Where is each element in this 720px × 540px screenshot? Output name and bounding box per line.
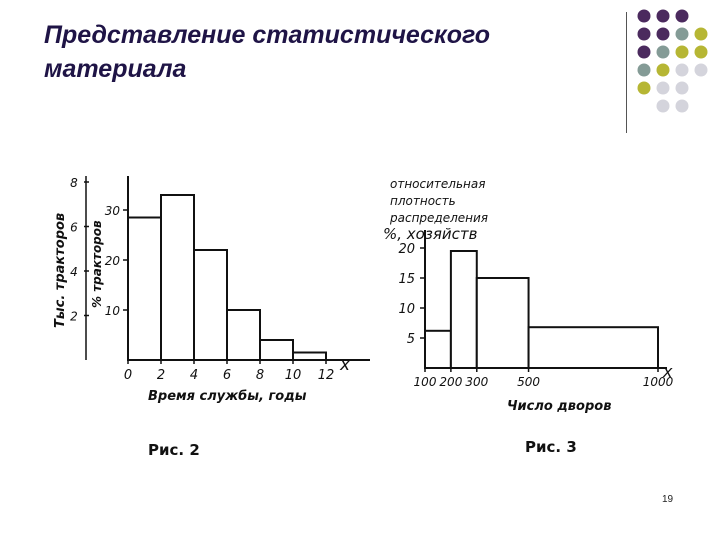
fig2-right-tick-label: 30 [105, 204, 121, 218]
decor-dot [656, 9, 670, 23]
fig3-bar [475, 277, 530, 369]
fig3-x-tick-label: 300 [465, 375, 488, 389]
fig2-left-tick-label: 6 [70, 221, 78, 235]
decor-dot [637, 45, 651, 59]
decor-dot [656, 81, 670, 95]
slide-title: Представление статистического материала [44, 18, 604, 86]
fig2-x-tick-label: 10 [285, 368, 302, 383]
fig3-bar [527, 326, 659, 369]
decorative-dot-grid [637, 9, 708, 113]
fig2-y-axis-label-right: % тракторов [90, 220, 104, 308]
fig3-x-tick-label: 100 [414, 375, 437, 389]
title-line-2: материала [44, 55, 187, 83]
decor-dot [694, 45, 708, 59]
fig3-y-tick-label: 5 [407, 332, 415, 347]
fig2-x-tick-label: 2 [157, 368, 165, 383]
decor-dot [675, 9, 689, 23]
fig2-right-tick-label: 20 [105, 254, 121, 268]
decor-dot [637, 63, 651, 77]
fig2-bar [193, 249, 228, 361]
fig3-caption: Рис. 3 [525, 438, 577, 456]
fig3-y-tick-label: 20 [398, 242, 415, 257]
fig3-bar [424, 329, 452, 370]
fig2-x-axis-label: Время службы, годы [148, 389, 307, 404]
fig3-y-axis-label-line: плотность [390, 194, 456, 208]
fig2-left-tick-label: 2 [70, 310, 78, 324]
fig3-x-tick-label: 500 [517, 375, 540, 389]
fig3-bar [449, 250, 478, 369]
vertical-divider [626, 12, 627, 133]
fig3-x-tick-label: 1000 [643, 375, 674, 389]
decor-dot [694, 27, 708, 41]
fig2-bar [127, 216, 162, 361]
fig2-x-tick-label: 8 [256, 368, 264, 383]
decor-dot [675, 99, 689, 113]
fig2-bar [160, 194, 195, 361]
fig3-y-axis-label-line: распределения [389, 211, 488, 225]
decor-dot [637, 9, 651, 23]
fig2-caption: Рис. 2 [148, 441, 200, 459]
fig2-bar [226, 309, 261, 361]
decor-dot [637, 27, 651, 41]
decor-dot [637, 81, 651, 95]
fig2-bar [259, 339, 294, 361]
fig2-x-tick-label: 6 [223, 368, 231, 383]
decor-dot [656, 63, 670, 77]
fig3-y-tick-label: 10 [398, 302, 415, 317]
decor-dot [656, 45, 670, 59]
fig3-y-tick-label: 15 [398, 272, 415, 287]
page-number: 19 [662, 494, 674, 505]
fig2-y-axis-label-left: Тыс. тракторов [53, 213, 68, 328]
decor-dot [675, 81, 689, 95]
figure-3-histogram: относительная плотность распределения%, хо… [383, 177, 674, 456]
decor-dot [675, 27, 689, 41]
fig3-y-axis-label-line: относительная [390, 177, 485, 191]
fig2-bar [292, 351, 327, 361]
figure-2-histogram: 0 2 4 6 8 10 12 2 4 6 8 10 20 30 x Время службы, го… [53, 176, 370, 459]
fig2-x-tick-label: 4 [190, 368, 198, 383]
decor-dot [694, 63, 708, 77]
fig2-left-tick-label: 8 [70, 176, 78, 190]
decor-dot [675, 63, 689, 77]
decor-dot [656, 27, 670, 41]
decor-dot [675, 45, 689, 59]
fig2-x-tick-label: 12 [318, 368, 335, 383]
decor-dot [656, 99, 670, 113]
fig2-x-symbol: x [339, 355, 351, 375]
fig3-x-tick-label: 200 [439, 375, 462, 389]
fig2-x-tick-label: 0 [124, 368, 132, 383]
fig2-right-tick-label: 10 [105, 304, 121, 318]
fig3-y-axis-label-line: %, хозяйств [383, 225, 478, 243]
fig3-x-axis-label: Число дворов [507, 399, 611, 414]
title-line-1: Представление статистического [44, 21, 490, 49]
fig3-x-symbol: x [662, 362, 673, 381]
fig2-left-tick-label: 4 [70, 265, 78, 279]
